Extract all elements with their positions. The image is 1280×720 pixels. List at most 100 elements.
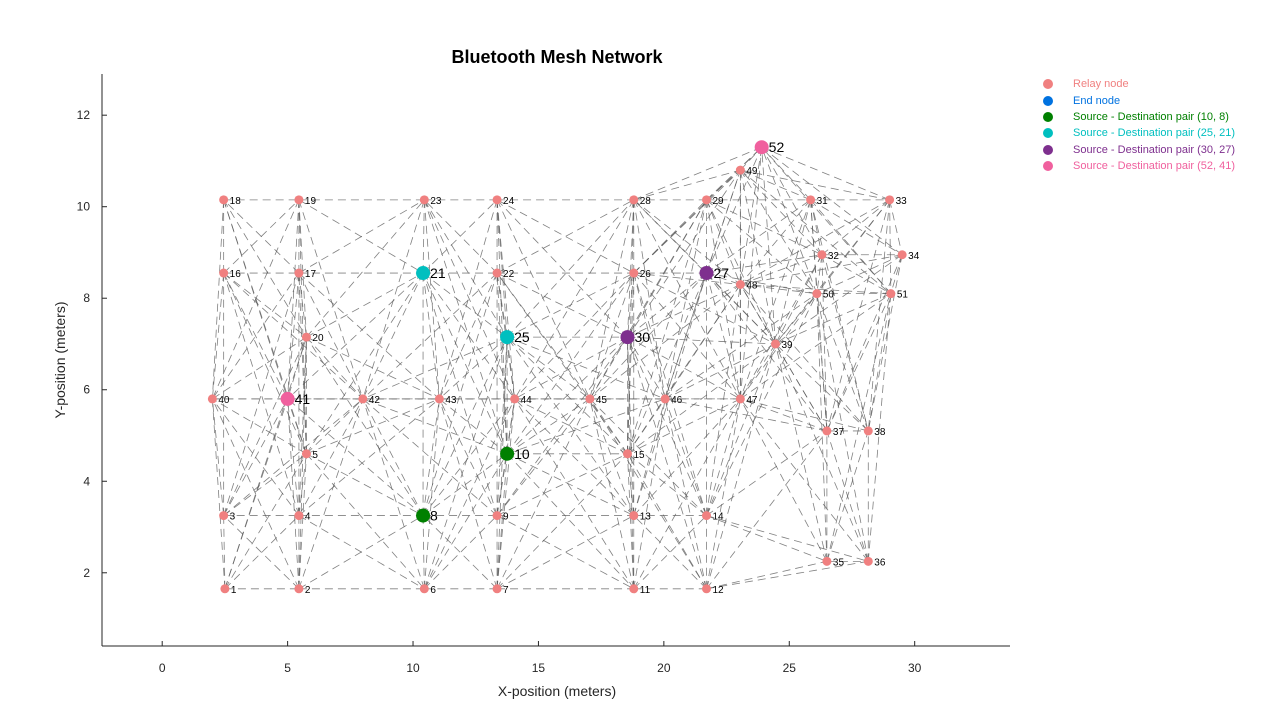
node-label: 37	[833, 427, 845, 438]
mesh-link	[589, 398, 707, 516]
mesh-link	[633, 146, 762, 201]
node-label: 45	[596, 395, 608, 406]
mesh-link	[306, 336, 440, 400]
mesh-link	[439, 398, 508, 455]
mesh-link	[506, 337, 516, 399]
node-label: 17	[305, 269, 317, 280]
node-19	[294, 195, 304, 205]
mesh-link	[706, 147, 763, 274]
y-ticks: 2 4 6 8 10 12	[77, 108, 107, 580]
node-label: 30	[634, 329, 650, 345]
mesh-link	[422, 199, 498, 274]
mesh-link	[627, 272, 707, 338]
mesh-link	[224, 515, 300, 590]
mesh-link	[298, 272, 364, 400]
x-tick-label: 30	[908, 661, 922, 675]
mesh-link	[867, 293, 892, 562]
mesh-link	[223, 199, 300, 274]
mesh-link	[867, 254, 903, 432]
mesh-link	[706, 199, 811, 274]
mesh-link	[633, 398, 741, 516]
mesh-link	[496, 272, 628, 338]
node-17	[294, 268, 304, 278]
node-label: 2	[305, 585, 311, 596]
legend-label: End node	[1073, 94, 1121, 107]
node-label: 36	[874, 557, 886, 568]
mesh-link	[761, 146, 903, 256]
mesh-link	[223, 272, 300, 516]
mesh-link	[438, 199, 498, 400]
legend-item-pair-30-27: Source - Destination pair (30, 27)	[1040, 142, 1235, 158]
mesh-link	[422, 272, 508, 338]
mesh-link	[627, 398, 741, 455]
mesh-link	[287, 337, 307, 400]
mesh-link	[627, 336, 707, 516]
mesh-link	[422, 398, 515, 516]
mesh-link	[740, 199, 890, 285]
mesh-link	[223, 272, 307, 338]
mesh-link	[438, 398, 498, 589]
node-16	[219, 268, 229, 278]
mesh-link	[810, 199, 869, 432]
mesh-link	[589, 199, 707, 400]
mesh-link	[223, 336, 307, 516]
node-4	[294, 511, 304, 521]
node-36	[863, 556, 873, 566]
mesh-link	[506, 453, 635, 590]
mesh-link	[633, 272, 707, 516]
node-label: 9	[503, 512, 509, 523]
mesh-link	[514, 398, 628, 455]
mesh-link	[223, 515, 300, 590]
mesh-link	[740, 398, 828, 562]
mesh-link	[496, 199, 628, 338]
mesh-link	[816, 293, 869, 562]
x-tick-label: 20	[657, 661, 671, 675]
node-26	[629, 268, 639, 278]
node-label: 3	[230, 512, 236, 523]
mesh-link	[506, 398, 516, 454]
mesh-link	[514, 199, 635, 400]
mesh-link	[496, 199, 508, 338]
mesh-link	[761, 147, 818, 294]
mesh-link	[627, 336, 666, 400]
node-49	[735, 165, 745, 175]
node-label: 6	[430, 585, 436, 596]
node-label: 35	[833, 557, 845, 568]
mesh-link	[362, 199, 425, 400]
mesh-link	[633, 272, 741, 285]
mesh-link	[821, 199, 890, 256]
mesh-link	[740, 254, 903, 285]
mesh-link	[761, 147, 776, 345]
node-label: 47	[746, 395, 758, 406]
mesh-link	[514, 398, 635, 516]
node-31	[806, 195, 816, 205]
node-label: 15	[633, 450, 645, 461]
mesh-link	[816, 254, 823, 294]
mesh-link	[740, 293, 892, 400]
mesh-link	[706, 272, 828, 432]
mesh-link	[422, 515, 425, 589]
mesh-link	[706, 199, 823, 256]
node-label: 12	[712, 585, 724, 596]
mesh-link	[287, 398, 300, 589]
mesh-link	[627, 453, 635, 516]
mesh-link	[589, 199, 635, 399]
mesh-link	[423, 398, 440, 589]
y-tick-label: 12	[77, 108, 91, 122]
mesh-link	[423, 199, 440, 399]
node-39	[770, 339, 780, 349]
node-label: 10	[514, 446, 530, 462]
mesh-link	[223, 453, 307, 516]
mesh-link	[706, 515, 828, 562]
x-tick-label: 10	[406, 661, 420, 675]
mesh-link	[298, 199, 364, 400]
mesh-link	[706, 515, 869, 562]
mesh-link	[810, 199, 818, 294]
mesh-link	[816, 254, 903, 295]
mesh-link	[816, 293, 869, 432]
mesh-link	[306, 272, 424, 455]
node-label: 11	[640, 585, 651, 596]
node-9	[492, 511, 502, 521]
node-34	[897, 250, 907, 260]
